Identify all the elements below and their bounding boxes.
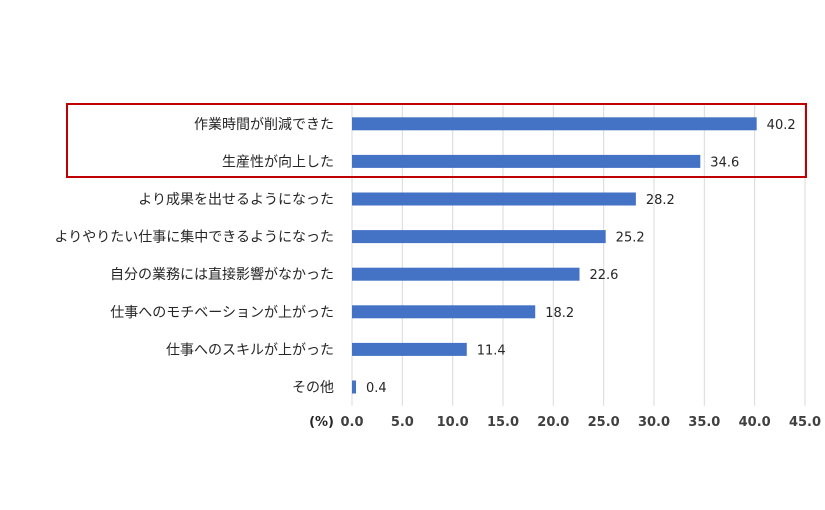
value-label: 25.2 — [616, 231, 645, 246]
category-labels: 作業時間が削減できた生産性が向上したより成果を出せるようになったよりやりたい仕事… — [55, 116, 334, 396]
value-label: 28.2 — [646, 193, 675, 208]
x-axis-unit-label: (%) — [309, 415, 334, 430]
x-tick-label: 10.0 — [437, 415, 469, 430]
x-tick-label: 35.0 — [688, 415, 720, 430]
bar — [352, 154, 701, 168]
x-tick-label: 45.0 — [789, 415, 821, 430]
highlight-box — [66, 103, 807, 178]
bar — [352, 342, 467, 356]
x-tick-label: 5.0 — [391, 415, 414, 430]
category-label: 作業時間が削減できた — [194, 116, 334, 133]
value-label: 34.6 — [710, 155, 739, 170]
category-label: 自分の業務には直接影響がなかった — [110, 266, 334, 283]
category-label: 仕事へのスキルが上がった — [166, 342, 334, 358]
value-label: 18.2 — [545, 306, 574, 321]
x-tick-label: 15.0 — [487, 415, 519, 430]
x-tick-label: 40.0 — [739, 415, 771, 430]
bar — [352, 380, 357, 394]
value-labels: 40.2 34.6 28.2 25.2 22.6 18.2 11.4 0.4 — [366, 118, 796, 396]
bars — [352, 117, 757, 394]
bar — [352, 192, 636, 206]
value-label: 40.2 — [767, 118, 796, 133]
bar — [352, 267, 580, 281]
value-label: 11.4 — [477, 343, 506, 358]
x-tick-label: 25.0 — [588, 415, 620, 430]
bar — [352, 305, 536, 319]
category-label: 仕事へのモチベーションが上がった — [110, 305, 334, 321]
value-label: 22.6 — [590, 268, 619, 283]
grid-lines — [351, 105, 806, 406]
x-tick-label: 0.0 — [340, 415, 363, 430]
category-label: よりやりたい仕事に集中できるようになった — [55, 229, 334, 246]
category-label: 生産性が向上した — [222, 154, 334, 170]
x-axis-ticks: 0.0 5.0 10.0 15.0 20.0 25.0 30.0 35.0 40.0 45.0 — [340, 415, 821, 430]
category-label: より成果を出せるようになった — [138, 192, 334, 208]
bar — [352, 230, 606, 244]
value-label: 0.4 — [366, 381, 387, 396]
x-tick-label: 30.0 — [638, 415, 670, 430]
x-tick-label: 20.0 — [537, 415, 569, 430]
bar — [352, 117, 757, 131]
category-label: その他 — [292, 380, 334, 396]
